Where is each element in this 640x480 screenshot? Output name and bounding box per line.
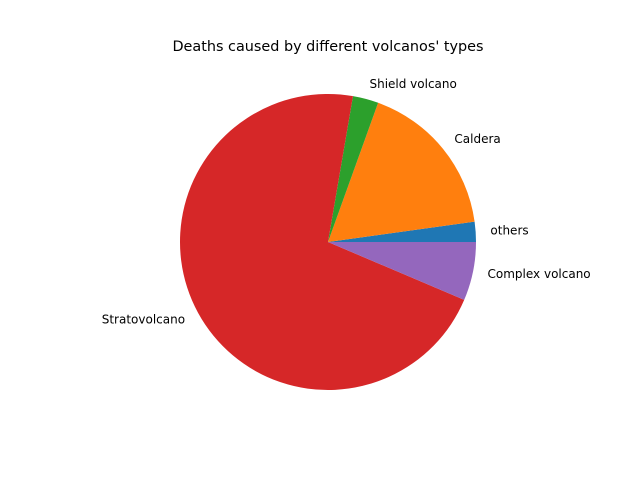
pie-label-others: others [490,223,528,237]
chart-title: Deaths caused by different volcanos' typ… [172,39,483,55]
pie-slice-shield-volcano [328,96,379,242]
pie-slices [180,94,476,391]
pie-slice-caldera [328,102,475,242]
pie-label-complex-volcano: Complex volcano [488,267,591,281]
pie-slice-complex-volcano [328,242,476,300]
pie-label-stratovolcano: Stratovolcano [102,312,185,326]
pie-labels: others Caldera Shield volcano Stratovolcano… [102,77,591,326]
pie-label-caldera: Caldera [454,132,500,146]
pie-slice-others [328,221,476,242]
pie-label-shield-volcano: Shield volcano [369,77,456,91]
pie-slice-stratovolcano [180,94,465,391]
